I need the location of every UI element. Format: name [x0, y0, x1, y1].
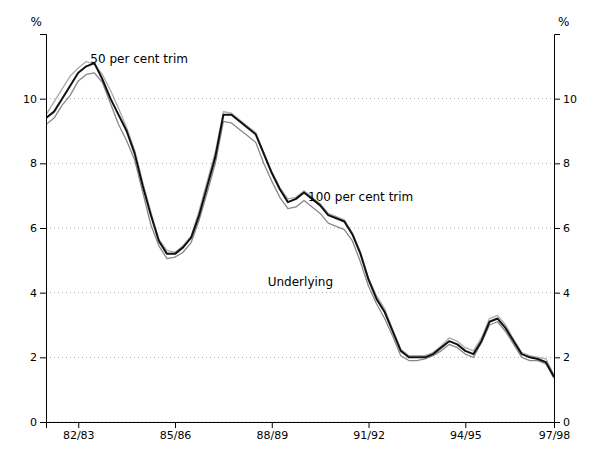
grid-line: [46, 228, 554, 229]
chart: 82/8385/8688/8991/9294/9597/980246810024…: [0, 0, 600, 458]
tick: 91/92: [353, 422, 385, 442]
tick-label: 8: [563, 157, 570, 170]
tick-label: 2: [563, 351, 570, 364]
tick-mark: [40, 163, 46, 164]
y2-axis: 0 2 4 6 8 10: [554, 35, 577, 430]
tick: 2: [554, 351, 570, 364]
axis-line: [555, 35, 561, 423]
tick: 0: [554, 416, 570, 429]
tick-label: 85/86: [160, 429, 192, 442]
tick-mark: [40, 99, 46, 100]
tick-mark: [78, 422, 79, 428]
tick: 10: [554, 93, 577, 106]
grid-line: [46, 98, 554, 99]
tick: 4: [30, 287, 46, 300]
tick-mark: [554, 163, 560, 164]
tick: 85/86: [160, 422, 192, 442]
tick-mark: [369, 422, 370, 428]
tick-label: 10: [563, 93, 577, 106]
tick-mark: [554, 228, 560, 229]
tick-label: 6: [30, 222, 37, 235]
plot-area: [46, 61, 554, 378]
tick-label: 4: [30, 287, 37, 300]
tick: 0: [30, 416, 46, 429]
tick-label: 2: [30, 351, 37, 364]
annotation: Underlying: [268, 275, 333, 289]
axis-line: [47, 423, 555, 429]
tick-mark: [40, 293, 46, 294]
axis-line: [40, 35, 47, 423]
tick-mark: [175, 422, 176, 428]
y-axis: 0 2 4 6 8 10: [23, 35, 47, 430]
tick-mark: [554, 99, 560, 100]
tick-mark: [40, 228, 46, 229]
y2-axis-label: %: [558, 15, 569, 29]
tick-label: 0: [30, 416, 37, 429]
tick: 4: [554, 287, 570, 300]
grid-line: [46, 163, 554, 164]
tick-label: 82/83: [63, 429, 95, 442]
x-axis: 82/83 85/86 88/89 91/92 94/95 97/98: [47, 422, 571, 442]
grid-line: [46, 357, 554, 358]
grid: [46, 99, 554, 422]
tick-label: 4: [563, 287, 570, 300]
y-axis-label: %: [31, 15, 42, 29]
annotation: 100 per cent trim: [308, 190, 413, 204]
tick-label: 94/95: [450, 429, 482, 442]
tick-label: 0: [563, 416, 570, 429]
tick: 88/89: [256, 422, 288, 442]
tick: 94/95: [450, 422, 482, 442]
tick-label: 88/89: [256, 429, 288, 442]
annotations: 50 per cent trim 100 per cent trim Underly…: [90, 52, 413, 289]
tick: 8: [30, 157, 46, 170]
tick-label: 6: [563, 222, 570, 235]
grid-line: [46, 292, 554, 293]
tick-label: 10: [23, 93, 37, 106]
tick-label: 97/98: [539, 429, 571, 442]
tick-mark: [554, 357, 560, 358]
tick: 6: [30, 222, 46, 235]
chart-container: 82/8385/8688/8991/9294/9597/980246810024…: [0, 0, 600, 458]
tick-mark: [40, 422, 46, 423]
tick: 10: [23, 93, 46, 106]
tick-mark: [465, 422, 466, 428]
line: [46, 61, 554, 375]
tick-mark: [272, 422, 273, 428]
tick-mark: [40, 357, 46, 358]
line: [46, 73, 554, 379]
tick: 6: [554, 222, 570, 235]
tick-label: 91/92: [353, 429, 385, 442]
tick: 8: [554, 157, 570, 170]
annotation: 50 per cent trim: [90, 52, 188, 66]
tick-mark: [554, 422, 560, 423]
tick: 2: [30, 351, 46, 364]
line: [46, 63, 554, 377]
tick-mark: [554, 293, 560, 294]
tick: 82/83: [63, 422, 95, 442]
tick-label: 8: [30, 157, 37, 170]
